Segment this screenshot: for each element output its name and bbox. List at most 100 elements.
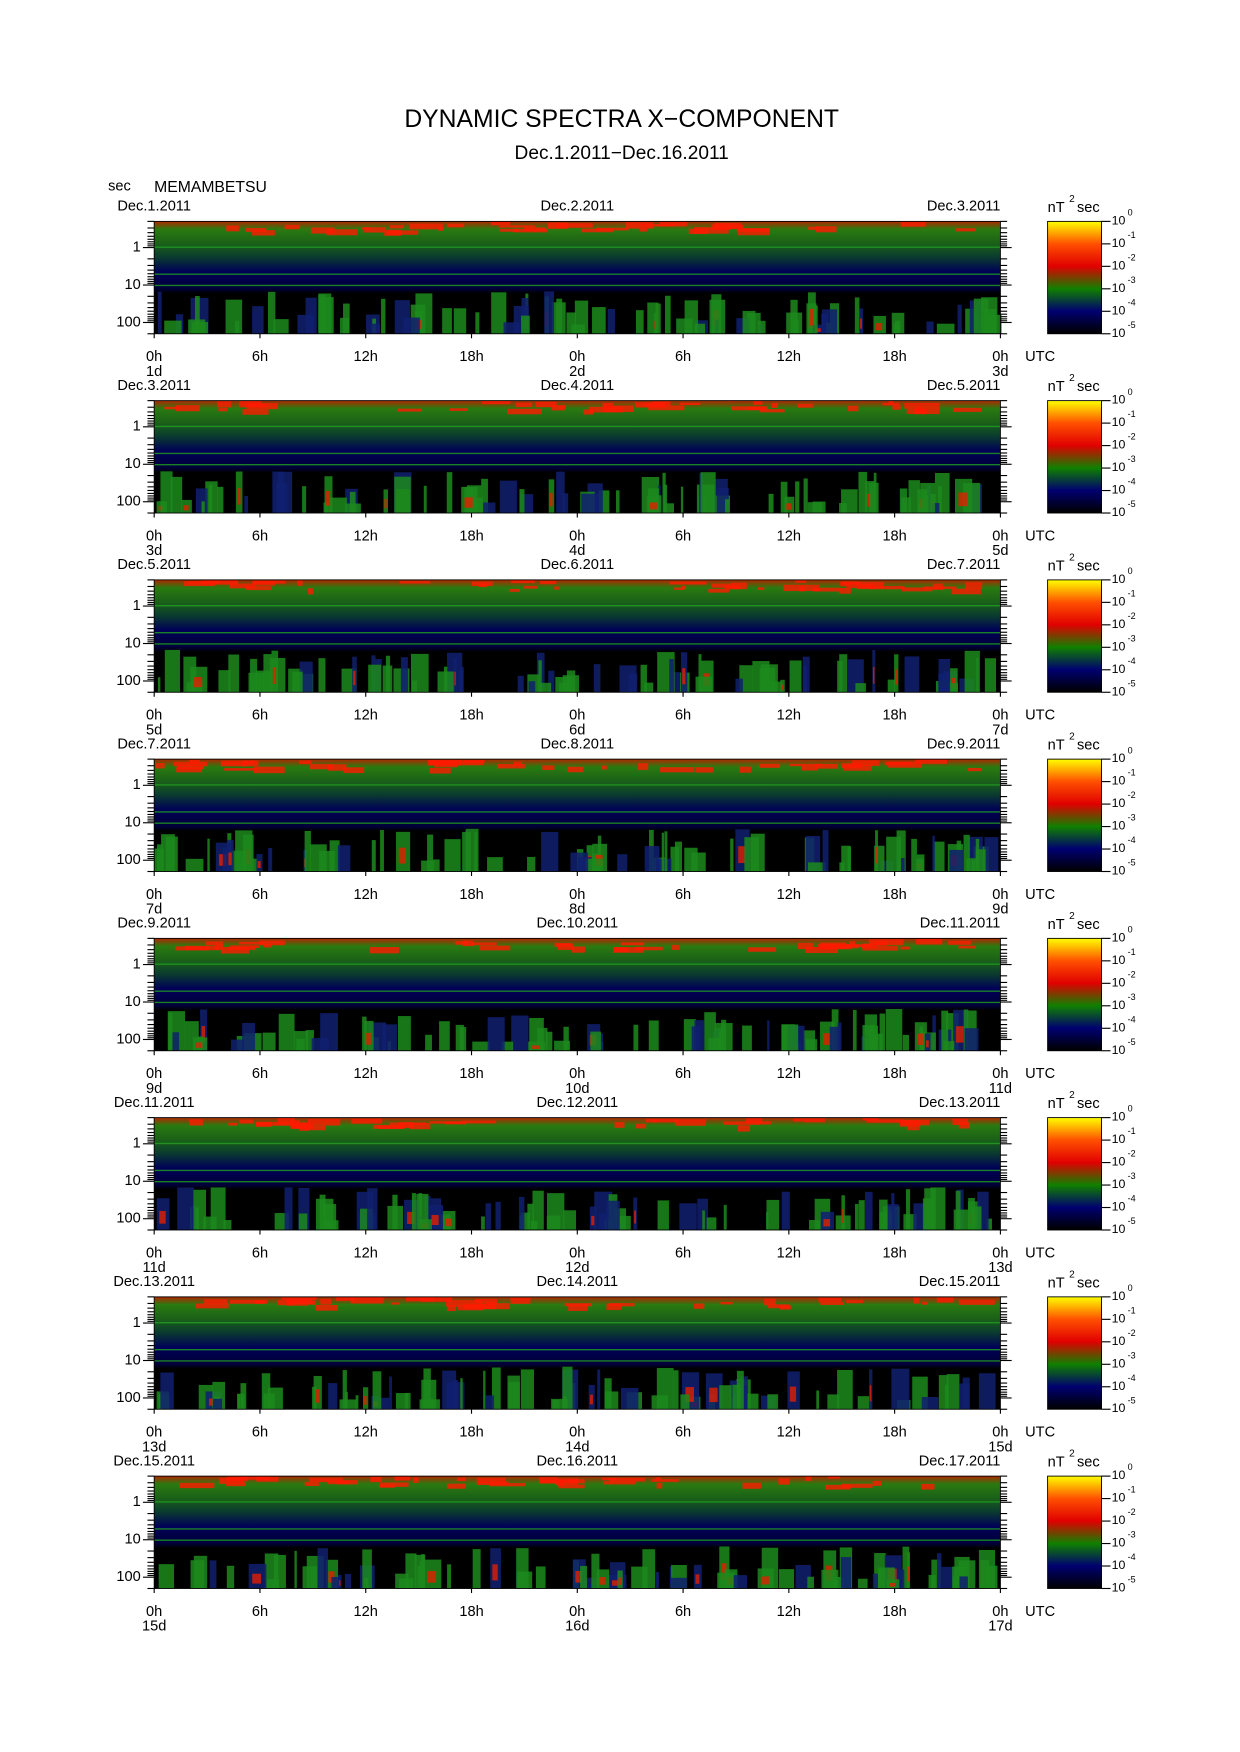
spectrogram-patch bbox=[736, 1370, 744, 1410]
spectrogram-patch bbox=[370, 323, 381, 334]
spectrogram-patch bbox=[615, 490, 620, 514]
spectrogram-patch bbox=[858, 471, 868, 514]
spectrogram-patch bbox=[420, 1296, 453, 1302]
spectrogram-patch bbox=[614, 1121, 625, 1128]
spectrogram-patch bbox=[499, 480, 517, 514]
spectrogram-patch bbox=[492, 1564, 498, 1581]
x-tick-label: 0h bbox=[992, 1425, 1008, 1441]
spectrogram-patch bbox=[539, 682, 552, 693]
date-label: Dec.11.2011 bbox=[114, 1095, 195, 1111]
spectrogram-patch bbox=[781, 1191, 790, 1230]
spectrogram-patch bbox=[977, 1191, 989, 1230]
x-tick-label: 6h bbox=[675, 349, 691, 365]
spectrogram-patch bbox=[545, 1031, 553, 1051]
day-label: 3d bbox=[992, 364, 1008, 380]
spectrogram-patch bbox=[195, 1303, 229, 1309]
spectrogram-patch bbox=[405, 1297, 434, 1302]
y-tick-label: 10 bbox=[124, 994, 140, 1010]
spectrogram-patch bbox=[185, 858, 204, 872]
spectrogram-patch bbox=[409, 1122, 431, 1130]
spectrogram-patch bbox=[771, 403, 778, 408]
x-tick-label: 0h bbox=[146, 708, 162, 724]
y-tick-label: 10 bbox=[124, 1532, 140, 1548]
spectrogram-patch bbox=[462, 831, 471, 872]
spectrogram-patch bbox=[894, 669, 898, 685]
spectrogram-patch bbox=[613, 947, 644, 953]
spectrogram-patch bbox=[619, 665, 637, 693]
spectrogram-patch bbox=[229, 945, 260, 948]
spectrogram-patch bbox=[237, 488, 241, 505]
spectrogram-patch bbox=[510, 1297, 531, 1304]
day-label: 5d bbox=[992, 543, 1008, 559]
spectrogram-patch bbox=[602, 402, 613, 408]
spectrogram-patch bbox=[964, 1028, 979, 1051]
spectrogram-patch bbox=[887, 1204, 899, 1230]
spectrogram-patch bbox=[428, 760, 454, 765]
spectrogram-patch bbox=[758, 320, 766, 334]
unit-base: nT bbox=[1048, 1275, 1065, 1291]
spectrogram-patch bbox=[302, 486, 307, 514]
tick-base: 10 bbox=[1112, 819, 1126, 833]
unit-suffix: sec bbox=[1077, 379, 1100, 395]
y-tick-label: 100 bbox=[116, 494, 140, 510]
spectrogram-patch bbox=[190, 1560, 205, 1589]
spectrogram-patch bbox=[318, 658, 326, 693]
spectrogram-patch bbox=[228, 1122, 238, 1126]
spectrogram-patch bbox=[899, 1119, 930, 1126]
spectrogram-patch bbox=[825, 1484, 851, 1490]
spectrogram-patch bbox=[277, 1300, 293, 1306]
spectrogram-patch bbox=[158, 1564, 175, 1589]
spectrogram-patch bbox=[799, 586, 805, 592]
x-tick-label: 12h bbox=[777, 349, 801, 365]
colorbar-unit: nT 2sec bbox=[1048, 552, 1100, 574]
spectrogram-patch bbox=[902, 1546, 910, 1589]
spectrogram-patch bbox=[795, 481, 800, 514]
tick-exponent: -5 bbox=[1128, 320, 1136, 330]
spectrogram-patch bbox=[170, 476, 183, 514]
x-unit: UTC bbox=[1025, 1066, 1055, 1082]
tick-exponent: -4 bbox=[1128, 656, 1136, 666]
spectrogram-patch bbox=[583, 409, 594, 415]
unit-suffix: sec bbox=[1077, 1454, 1100, 1470]
spectrogram-patch bbox=[568, 1304, 588, 1311]
x-tick-label: 6h bbox=[252, 708, 268, 724]
spectrogram-patch bbox=[854, 297, 860, 334]
colorbar bbox=[1047, 1117, 1102, 1231]
spectrogram-patch bbox=[176, 764, 205, 770]
colorbar bbox=[1047, 1475, 1102, 1589]
spectrogram-patch bbox=[847, 405, 859, 412]
date-label: Dec.3.2011 bbox=[927, 199, 1001, 215]
y-tick-label: 10 bbox=[124, 277, 140, 293]
spectrogram-patch bbox=[795, 1564, 811, 1589]
spectrogram-patch bbox=[438, 226, 444, 231]
spectrogram-patch bbox=[297, 580, 303, 586]
spectrogram-patch bbox=[808, 226, 820, 230]
spectrogram-patch bbox=[508, 588, 520, 592]
tick-base: 10 bbox=[1112, 751, 1126, 765]
spectrogram-patch bbox=[833, 1576, 845, 1589]
x-tick-label: 6h bbox=[675, 528, 691, 544]
spectrogram-patch bbox=[476, 1477, 506, 1484]
spectrogram-patch bbox=[391, 1302, 400, 1305]
spectrogram-patch bbox=[216, 486, 224, 514]
colorbar-tick-label: 10-4 bbox=[1112, 836, 1136, 856]
spectrogram-patch bbox=[397, 408, 422, 412]
spectrogram-patch bbox=[899, 488, 908, 514]
spectrogram-patch bbox=[294, 1550, 297, 1589]
spectrogram-patch bbox=[805, 946, 838, 954]
colorbar-tick-label: 100 bbox=[1112, 208, 1133, 228]
day-label: 16d bbox=[565, 1619, 589, 1635]
spectrogram-patch bbox=[875, 323, 883, 331]
tick-base: 10 bbox=[1112, 617, 1126, 631]
x-tick-label: 18h bbox=[459, 1066, 483, 1082]
spectrogram-patch bbox=[936, 1553, 942, 1589]
spectrogram-patch bbox=[922, 1301, 928, 1305]
spectrogram-patch bbox=[841, 1483, 873, 1488]
spectrogram-patch bbox=[414, 1554, 426, 1589]
spectrogram-patch bbox=[735, 678, 743, 693]
spectrogram-patch bbox=[531, 1045, 541, 1049]
tick-base: 10 bbox=[1112, 1177, 1126, 1191]
spectrogram-patch bbox=[655, 1571, 659, 1589]
spectrogram-patch bbox=[398, 1122, 414, 1129]
